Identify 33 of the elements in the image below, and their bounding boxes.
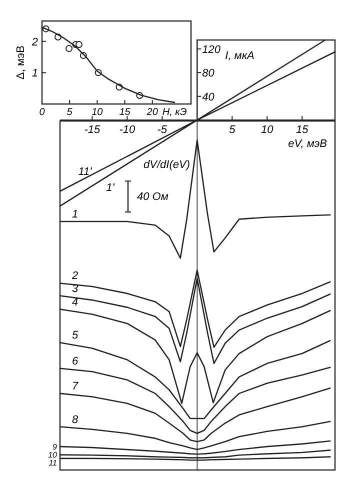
- x-axis-title: eV, мэВ: [288, 138, 327, 150]
- y-tick-label: 80: [202, 68, 216, 80]
- y-axis-title: Δ, мэВ: [15, 46, 27, 80]
- x-tick-label: 10: [261, 124, 274, 136]
- x-tick-label: 10: [92, 107, 104, 118]
- x-tick-label: 5: [66, 107, 73, 118]
- x-tick-label: 20: [146, 107, 158, 118]
- series-label: 3: [72, 282, 79, 295]
- x-tick-label: 0: [39, 107, 46, 118]
- series-label: 11: [48, 458, 57, 468]
- x-tick-label: 15: [119, 107, 131, 118]
- x-tick-label: 15: [296, 124, 310, 136]
- series-label: 4: [72, 296, 78, 308]
- x-axis-title: H, кЭ: [162, 107, 187, 118]
- series-label: 9: [52, 442, 58, 452]
- x-tick-label: -10: [119, 124, 136, 136]
- series-label: 1': [106, 182, 116, 194]
- series-label: 1: [72, 208, 78, 221]
- x-tick-label: 5: [229, 124, 236, 136]
- y-tick-label: 120: [202, 44, 222, 56]
- y-axis-title: I, мкА: [225, 50, 254, 62]
- annotation: 40 Ом: [137, 191, 169, 203]
- annotation: dV/dI(eV): [144, 159, 190, 171]
- x-tick-label: -15: [84, 124, 102, 136]
- series-label: 2: [71, 270, 78, 282]
- series-label: 8: [72, 414, 79, 426]
- series-label: 11': [78, 166, 93, 178]
- series-label: 6: [72, 355, 79, 368]
- series-label: 5: [72, 330, 79, 342]
- y-tick-label: 40: [202, 91, 216, 104]
- x-tick-label: -5: [157, 124, 168, 136]
- series-label: 10: [48, 450, 58, 460]
- series-label: 7: [72, 380, 79, 392]
